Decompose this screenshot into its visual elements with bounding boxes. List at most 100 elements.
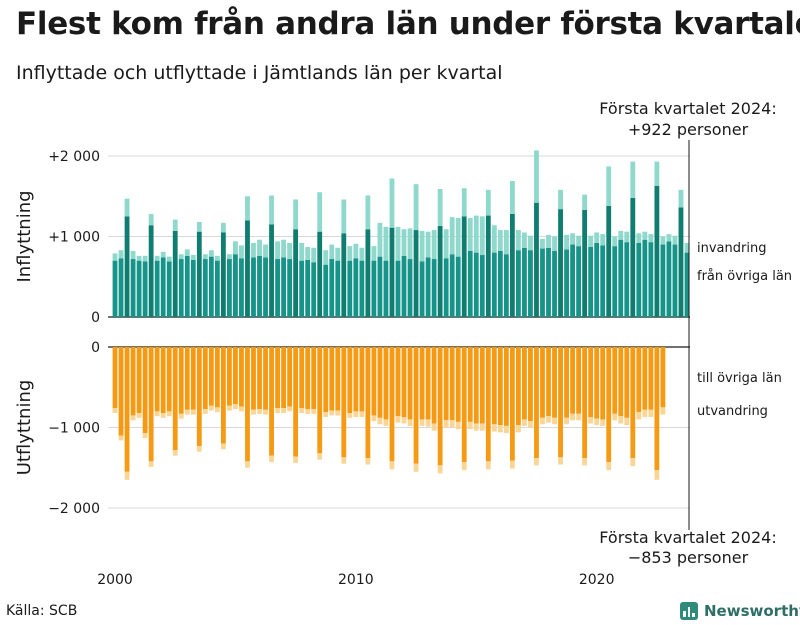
bar-in-från-övriga-län — [461, 216, 467, 317]
bar-in-från-övriga-län — [226, 259, 232, 317]
bar-out-utvandring — [226, 405, 232, 411]
bar-out-till-övriga-län — [564, 347, 569, 418]
bar-out-utvandring — [341, 457, 347, 464]
bar-in-invandring — [515, 230, 521, 251]
bar-in-invandring — [594, 232, 600, 243]
bar-in-från-övriga-län — [540, 248, 545, 317]
bar-out-till-övriga-län — [576, 347, 582, 414]
brand: Newsworthy — [680, 600, 800, 622]
brand-name: Newsworthy — [704, 602, 800, 620]
bar-out-utvandring — [606, 462, 612, 471]
bar-in-invandring — [654, 161, 660, 186]
bar-out-utvandring — [275, 408, 280, 414]
bar-out-till-övriga-län — [353, 347, 359, 412]
bar-out-till-övriga-län — [443, 347, 449, 421]
bar-out-till-övriga-län — [245, 347, 250, 462]
bar-out-utvandring — [166, 411, 172, 417]
bar-out-utvandring — [522, 419, 527, 426]
bar-out-till-övriga-län — [389, 347, 395, 462]
bar-out-utvandring — [431, 423, 437, 431]
bar-out-utvandring — [142, 433, 148, 438]
bar-out-till-övriga-län — [184, 347, 190, 410]
bar-out-till-övriga-län — [606, 347, 612, 463]
bar-out-utvandring — [184, 409, 190, 415]
bar-in-från-övriga-län — [353, 258, 359, 317]
bar-in-invandring — [522, 232, 527, 248]
bar-in-invandring — [395, 226, 401, 261]
bar-in-från-övriga-län — [630, 197, 636, 317]
bar-in-från-övriga-län — [497, 250, 503, 317]
bar-in-invandring — [612, 236, 618, 247]
bar-out-utvandring — [299, 408, 305, 414]
bar-out-utvandring — [136, 413, 142, 418]
bar-out-utvandring — [347, 413, 353, 418]
bar-out-utvandring — [467, 421, 473, 430]
bar-in-från-övriga-län — [684, 252, 690, 317]
bar-out-utvandring — [377, 417, 383, 425]
bar-out-utvandring — [576, 413, 582, 421]
bar-in-från-övriga-län — [401, 255, 407, 317]
bar-out-utvandring — [329, 410, 335, 416]
bar-out-utvandring — [257, 408, 262, 414]
bar-out-utvandring — [401, 417, 407, 424]
bar-in-invandring — [281, 239, 287, 258]
bar-out-utvandring — [251, 409, 256, 415]
bar-in-från-övriga-län — [118, 258, 124, 317]
bar-in-från-övriga-län — [317, 231, 323, 317]
bar-in-invandring — [485, 189, 491, 216]
newsworthy-logo-icon — [680, 602, 698, 620]
bar-in-från-övriga-län — [467, 250, 473, 317]
bar-in-från-övriga-län — [323, 264, 329, 317]
bar-in-från-övriga-län — [660, 244, 666, 317]
chart-title: Flest kom från andra län under första kv… — [16, 6, 800, 42]
bar-out-utvandring — [214, 407, 220, 413]
bar-in-invandring — [473, 215, 479, 253]
bar-out-utvandring — [497, 425, 503, 433]
bar-in-från-övriga-län — [528, 250, 533, 317]
bar-in-invandring — [672, 235, 678, 245]
bar-out-till-övriga-län — [630, 347, 636, 459]
bar-out-utvandring — [437, 465, 443, 474]
bar-out-till-övriga-län — [624, 347, 630, 418]
bar-in-från-övriga-län — [214, 260, 220, 317]
bar-in-från-övriga-län — [359, 260, 365, 317]
bar-in-från-övriga-län — [130, 259, 136, 317]
bar-out-till-övriga-län — [461, 347, 467, 463]
bar-in-invandring — [305, 246, 311, 260]
bar-in-invandring — [431, 230, 437, 260]
bar-out-till-övriga-län — [293, 347, 299, 457]
bar-out-till-övriga-län — [534, 347, 539, 459]
bar-out-till-övriga-län — [317, 347, 323, 454]
bar-in-från-övriga-län — [491, 252, 497, 317]
bar-in-invandring — [263, 244, 268, 258]
bar-in-invandring — [269, 195, 274, 225]
bar-in-från-övriga-län — [136, 260, 142, 317]
bar-out-utvandring — [558, 457, 563, 465]
bar-out-utvandring — [281, 408, 287, 414]
x-tick-label: 2020 — [579, 572, 615, 588]
bar-in-från-övriga-län — [335, 260, 341, 317]
bar-out-till-övriga-län — [196, 347, 202, 447]
bar-in-invandring — [347, 246, 353, 261]
bar-in-invandring — [287, 242, 293, 260]
bar-in-invandring — [178, 254, 184, 260]
bar-out-utvandring — [618, 416, 624, 424]
bar-in-invandring — [112, 253, 118, 261]
bar-out-utvandring — [220, 443, 226, 450]
bar-out-till-övriga-län — [479, 347, 485, 424]
bar-out-utvandring — [564, 417, 569, 425]
bar-out-utvandring — [190, 409, 196, 415]
bar-in-invandring — [323, 250, 329, 265]
bar-out-till-övriga-län — [214, 347, 220, 408]
bar-in-från-övriga-län — [407, 259, 413, 317]
bar-out-utvandring — [335, 410, 341, 416]
bar-in-från-övriga-län — [329, 259, 335, 317]
bar-out-till-övriga-län — [359, 347, 365, 412]
bar-out-utvandring — [534, 458, 539, 466]
bar-out-utvandring — [455, 421, 461, 430]
y-tick-label: 0 — [91, 310, 100, 326]
bar-in-från-övriga-län — [443, 258, 449, 317]
bar-in-invandring — [509, 180, 515, 214]
bar-out-till-övriga-län — [407, 347, 413, 420]
bar-in-invandring — [166, 256, 172, 262]
